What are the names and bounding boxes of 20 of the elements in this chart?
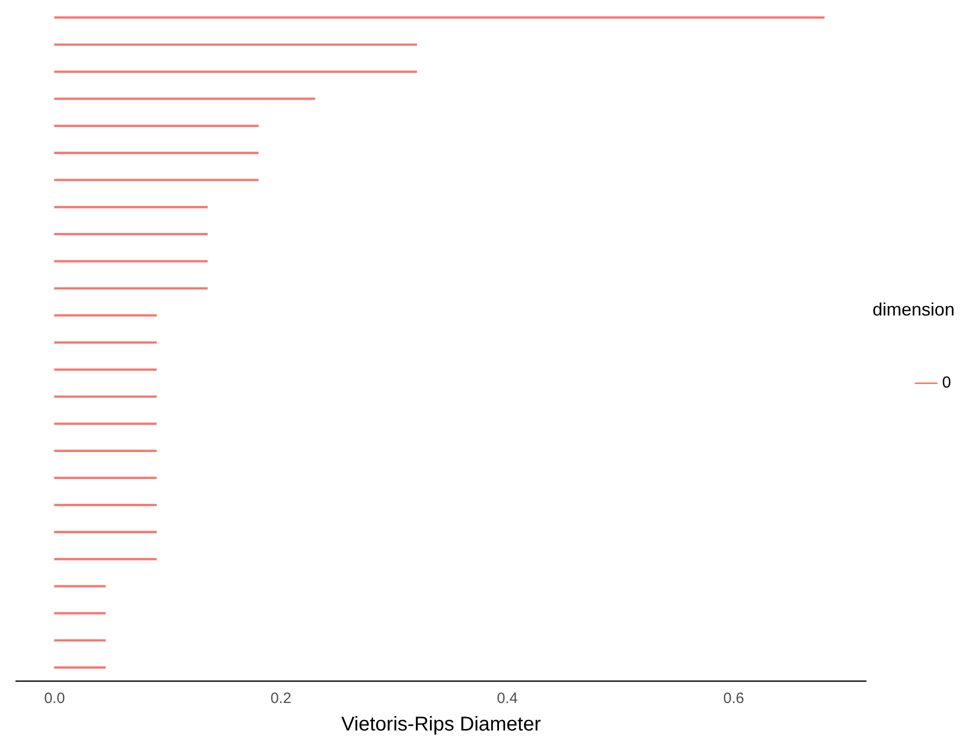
- bar: [54, 124, 259, 127]
- bar: [54, 233, 208, 236]
- bar: [54, 450, 157, 452]
- bar: [54, 396, 157, 398]
- bar: [54, 98, 316, 100]
- legend-label: 0: [942, 374, 952, 392]
- bar: [54, 585, 106, 588]
- bar: [54, 260, 208, 262]
- x-tick-label: 0.6: [723, 690, 744, 708]
- x-axis-title: Vietoris-Rips Diameter: [341, 714, 542, 736]
- bar: [54, 43, 418, 46]
- bar: [54, 70, 418, 73]
- x-tick-label: 0.2: [270, 690, 292, 708]
- x-tick-label: 0.0: [44, 690, 65, 708]
- bar: [54, 612, 106, 614]
- bar: [54, 558, 157, 560]
- x-tick-label: 0.4: [496, 690, 518, 708]
- legend-title: dimension: [872, 300, 955, 320]
- bar: [54, 287, 208, 290]
- bar: [54, 422, 157, 425]
